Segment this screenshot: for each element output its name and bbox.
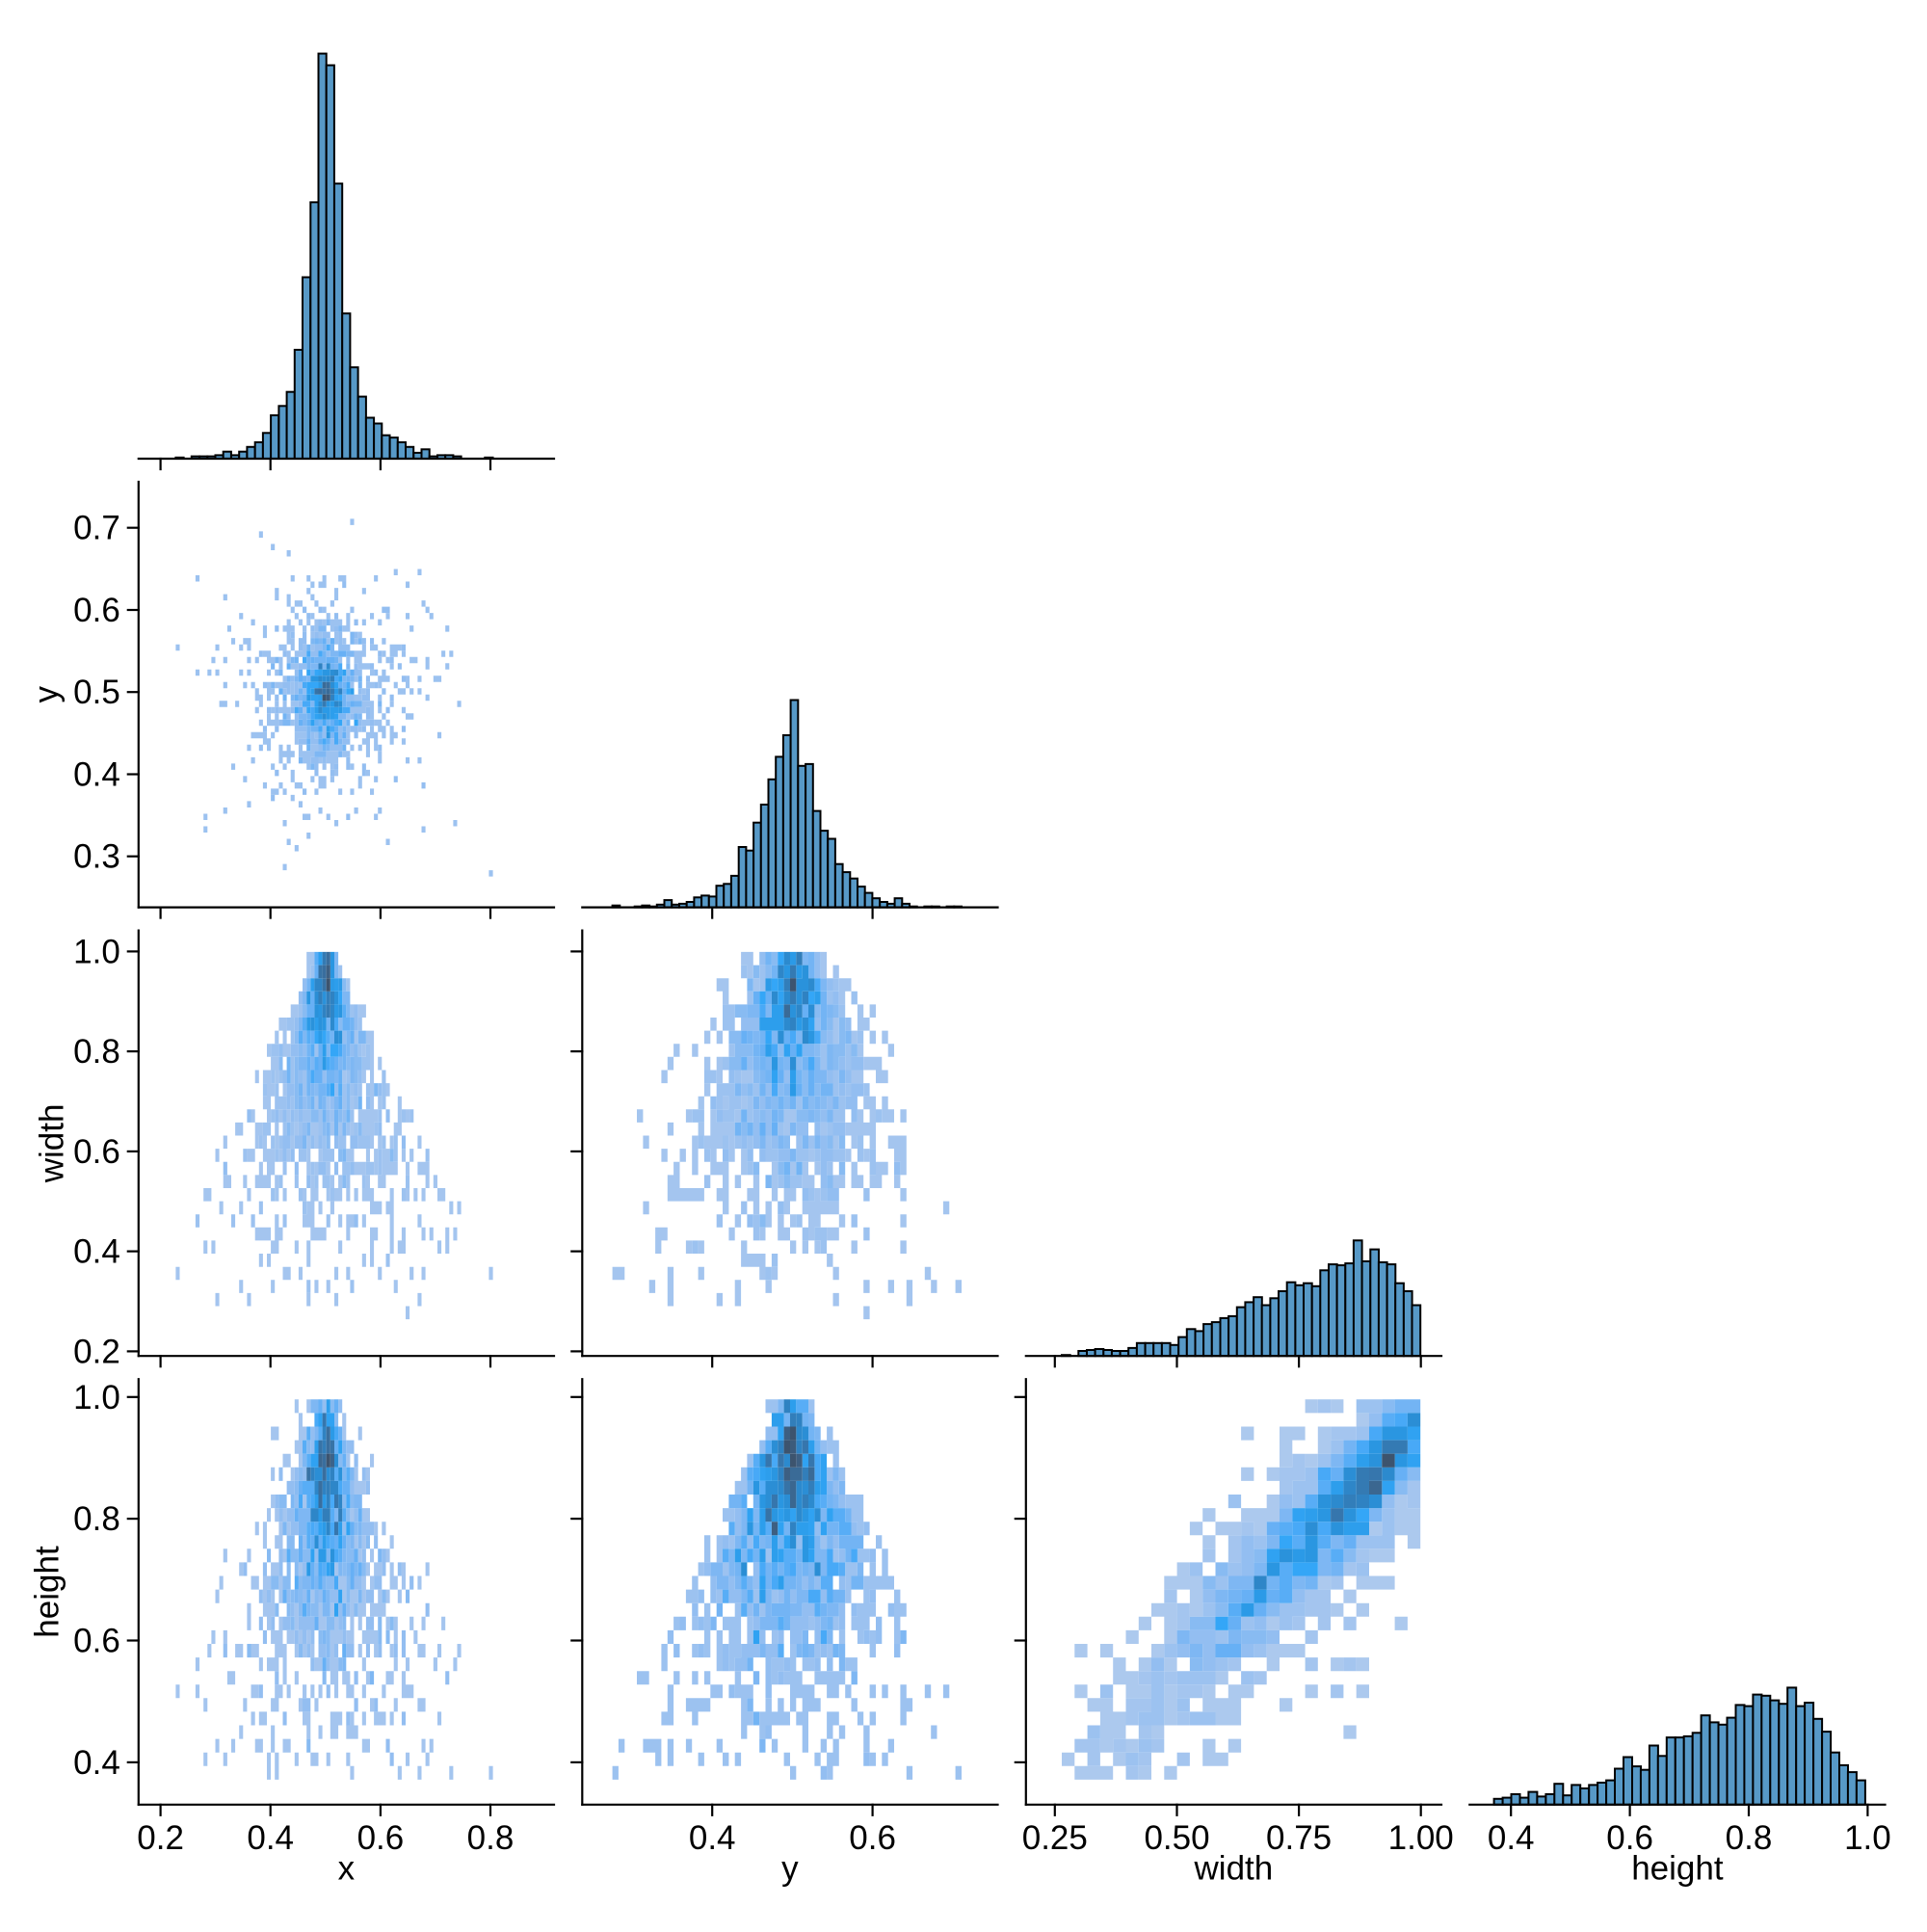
svg-text:0.4: 0.4 <box>247 1819 294 1857</box>
svg-text:1.00: 1.00 <box>1388 1819 1454 1857</box>
svg-text:0.7: 0.7 <box>73 510 120 547</box>
svg-text:0.6: 0.6 <box>73 592 120 629</box>
svg-text:1.0: 1.0 <box>73 933 120 970</box>
svg-text:0.6: 0.6 <box>849 1819 896 1857</box>
svg-text:0.75: 0.75 <box>1266 1819 1332 1857</box>
svg-text:height: height <box>1631 1849 1724 1887</box>
svg-text:height: height <box>29 1546 66 1638</box>
svg-text:0.8: 0.8 <box>467 1819 515 1857</box>
svg-text:0.2: 0.2 <box>73 1333 120 1370</box>
svg-text:0.3: 0.3 <box>73 838 120 876</box>
svg-text:0.6: 0.6 <box>1606 1819 1653 1857</box>
svg-text:0.4: 0.4 <box>73 1744 120 1782</box>
svg-text:1.0: 1.0 <box>73 1379 120 1416</box>
svg-text:y: y <box>27 686 65 703</box>
svg-text:1.0: 1.0 <box>1844 1819 1891 1857</box>
svg-text:0.25: 0.25 <box>1022 1819 1088 1857</box>
svg-text:0.50: 0.50 <box>1144 1819 1209 1857</box>
svg-text:0.8: 0.8 <box>73 1500 120 1538</box>
svg-text:0.8: 0.8 <box>1726 1819 1773 1857</box>
svg-text:y: y <box>781 1849 799 1887</box>
svg-text:0.2: 0.2 <box>137 1819 184 1857</box>
svg-text:0.6: 0.6 <box>357 1819 405 1857</box>
svg-text:0.8: 0.8 <box>73 1033 120 1071</box>
svg-text:x: x <box>338 1849 356 1887</box>
svg-text:0.6: 0.6 <box>73 1623 120 1660</box>
svg-text:0.5: 0.5 <box>73 674 120 711</box>
svg-text:0.4: 0.4 <box>73 756 120 794</box>
svg-text:width: width <box>1194 1849 1274 1887</box>
svg-text:0.6: 0.6 <box>73 1133 120 1171</box>
svg-text:width: width <box>33 1104 70 1184</box>
svg-text:0.4: 0.4 <box>73 1233 120 1271</box>
svg-text:0.4: 0.4 <box>1488 1819 1535 1857</box>
svg-text:0.4: 0.4 <box>689 1819 736 1857</box>
